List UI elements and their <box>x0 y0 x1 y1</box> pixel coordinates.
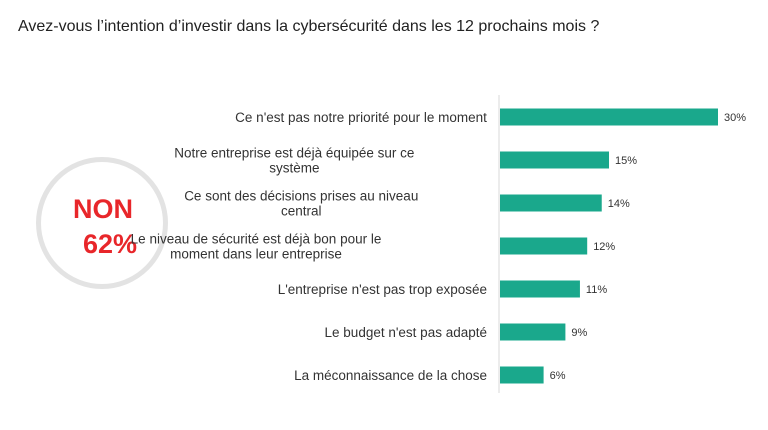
bar-4 <box>500 280 580 298</box>
value-label-0: 30% <box>724 112 746 124</box>
category-label-4: L'entreprise n'est pas trop exposée <box>278 282 487 297</box>
bar-6 <box>500 366 544 384</box>
chart-title: Avez-vous l’intention d’investir dans la… <box>18 18 600 35</box>
bar-1 <box>500 151 609 169</box>
callout-ring <box>36 157 168 289</box>
bar-3 <box>500 237 588 255</box>
value-label-4: 11% <box>586 284 607 296</box>
bar-2 <box>500 194 602 212</box>
bars-group: 30% Ce n'est pas notre priorité pour le m… <box>131 108 746 384</box>
bar-0 <box>500 108 718 126</box>
bar-5 <box>500 323 566 341</box>
category-label-2: Ce sont des décisions prises au niveau ce… <box>184 189 418 219</box>
category-label-6: La méconnaissance de la chose <box>294 368 487 383</box>
callout-non: NON <box>73 194 133 224</box>
category-label-5: Le budget n'est pas adapté <box>325 325 487 340</box>
category-label-0: Ce n'est pas notre priorité pour le mome… <box>235 110 487 125</box>
value-label-1: 15% <box>615 155 637 167</box>
value-label-3: 12% <box>593 241 615 253</box>
value-label-2: 14% <box>608 198 630 210</box>
value-label-5: 9% <box>571 327 587 339</box>
category-label-1: Notre entreprise est déjà équipée sur ce… <box>174 146 414 176</box>
value-label-6: 6% <box>550 370 566 382</box>
category-label-3: Le niveau de sécurité est déjà bon pour … <box>131 232 382 262</box>
callout-percent: 62% <box>83 229 138 259</box>
